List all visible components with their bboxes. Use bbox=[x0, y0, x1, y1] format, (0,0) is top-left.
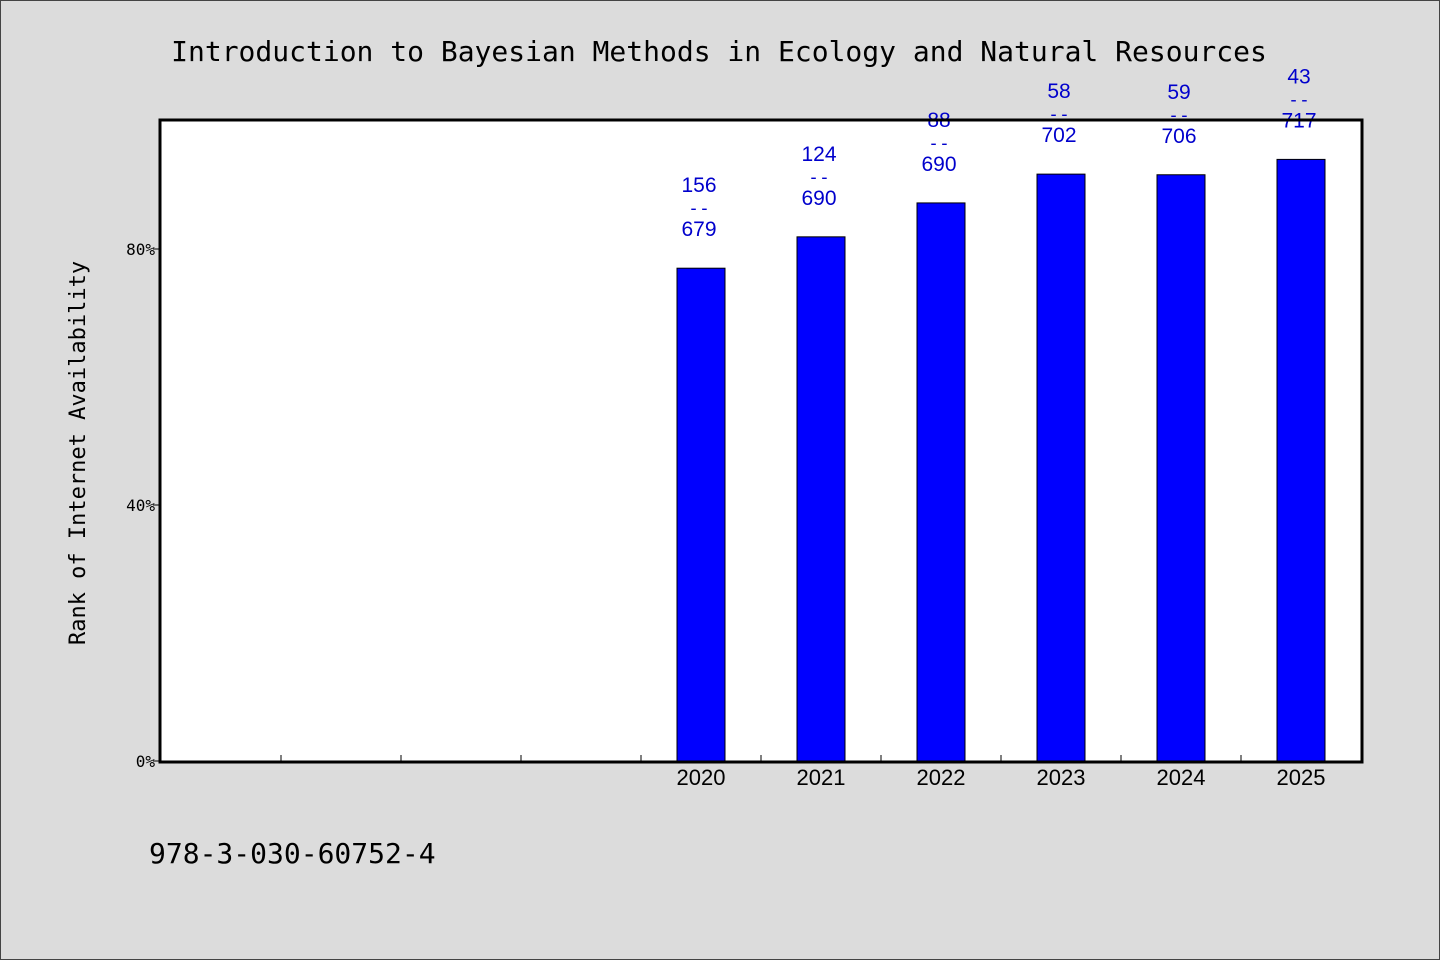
y-axis-label: Rank of Internet Availability bbox=[66, 261, 91, 645]
bar bbox=[1036, 173, 1086, 762]
data-label-top: 124 bbox=[801, 143, 836, 166]
chart-title: Introduction to Bayesian Methods in Ecol… bbox=[171, 35, 1267, 68]
data-label-separator: -- bbox=[928, 133, 950, 154]
x-tick-label: 2020 bbox=[677, 765, 726, 790]
data-label-bottom: 702 bbox=[1041, 124, 1076, 147]
data-label-bottom: 690 bbox=[921, 153, 956, 176]
data-label-top: 58 bbox=[1047, 80, 1070, 103]
data-label-top: 43 bbox=[1287, 65, 1310, 88]
bar bbox=[676, 267, 726, 762]
chart-marks: 0%40%80%2020679--1562021690--1242022690-… bbox=[126, 65, 1364, 790]
y-tick-label: 40% bbox=[126, 496, 155, 515]
x-tick-label: 2025 bbox=[1277, 765, 1326, 790]
x-tick-label: 2023 bbox=[1037, 765, 1086, 790]
data-label-bottom: 690 bbox=[801, 187, 836, 210]
plot-border bbox=[158, 118, 1364, 764]
data-label-bottom: 706 bbox=[1161, 125, 1196, 148]
y-tick-label: 0% bbox=[136, 752, 156, 771]
data-label-top: 59 bbox=[1167, 81, 1190, 104]
isbn-text: 978-3-030-60752-4 bbox=[149, 837, 436, 870]
x-tick-label: 2022 bbox=[917, 765, 966, 790]
bar bbox=[796, 236, 846, 762]
bar bbox=[916, 202, 966, 762]
bar bbox=[1156, 174, 1206, 762]
data-label-separator: -- bbox=[688, 198, 710, 219]
data-label-separator: -- bbox=[1048, 104, 1070, 125]
data-label-separator: -- bbox=[1288, 89, 1310, 110]
data-label-separator: -- bbox=[1168, 105, 1190, 126]
x-tick-label: 2024 bbox=[1157, 765, 1206, 790]
bar bbox=[1276, 158, 1326, 762]
data-label-top: 156 bbox=[681, 174, 716, 197]
data-label-bottom: 679 bbox=[681, 218, 716, 241]
x-tick-label: 2021 bbox=[797, 765, 846, 790]
y-tick-label: 80% bbox=[126, 240, 155, 259]
data-label-separator: -- bbox=[808, 167, 830, 188]
